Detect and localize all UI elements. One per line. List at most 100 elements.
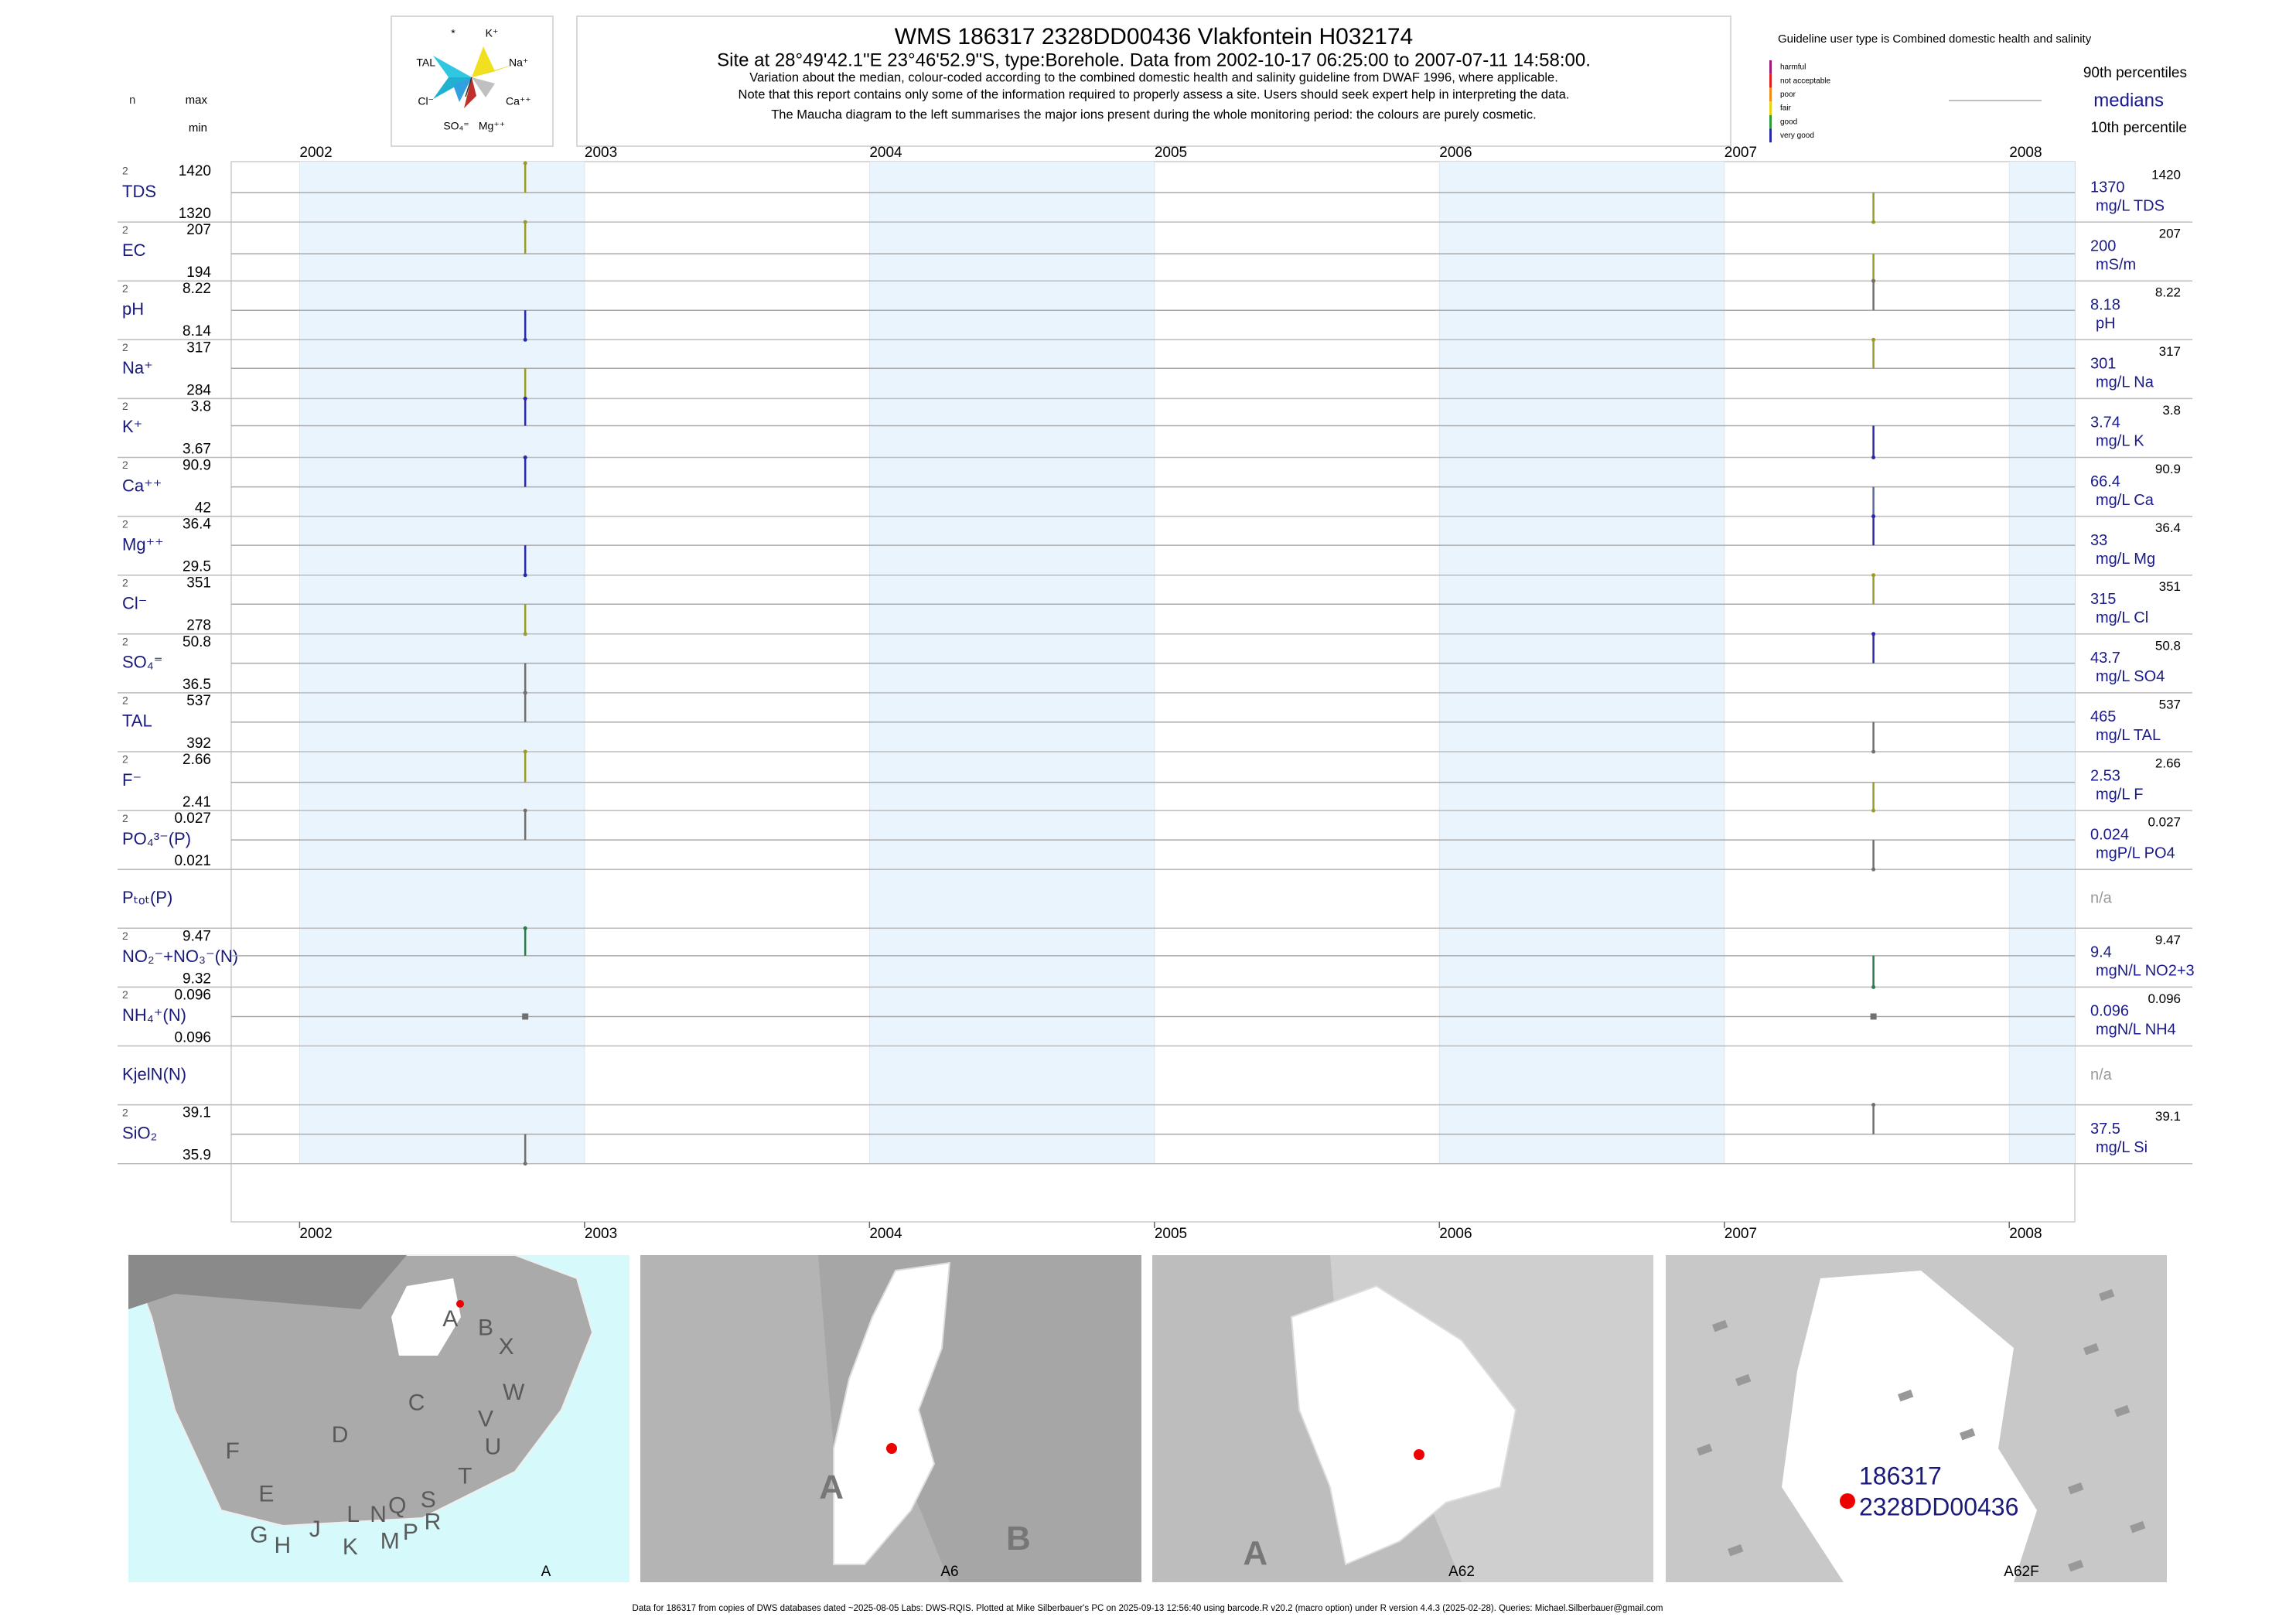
row-min: 194 bbox=[186, 264, 211, 281]
row-label: K⁺ bbox=[122, 417, 142, 436]
sample-end bbox=[523, 455, 527, 459]
map-letter: T bbox=[458, 1464, 472, 1489]
map-letter: A bbox=[442, 1306, 458, 1332]
row-max: 537 bbox=[186, 693, 211, 709]
sample-point bbox=[522, 1013, 529, 1020]
sample-end bbox=[1871, 337, 1876, 342]
row-unit: mg/L K bbox=[2096, 433, 2144, 450]
maucha-diagram bbox=[433, 46, 517, 108]
map-letter: X bbox=[499, 1334, 514, 1360]
legend-class: harmful bbox=[1780, 63, 1806, 72]
map-letter: W bbox=[503, 1380, 525, 1405]
row-max: 0.027 bbox=[174, 810, 211, 827]
row-unit: mgN/L NH4 bbox=[2096, 1022, 2176, 1039]
legend-swatch bbox=[1769, 128, 1772, 143]
column-max: max bbox=[186, 94, 208, 107]
row-max: 2.66 bbox=[183, 752, 211, 768]
row-min: 392 bbox=[186, 735, 211, 752]
row-n: 2 bbox=[122, 930, 128, 942]
row-label: EC bbox=[122, 241, 146, 260]
year-label-bottom: 2005 bbox=[1155, 1226, 1187, 1242]
site-marker bbox=[886, 1443, 897, 1454]
sample-end bbox=[523, 808, 527, 813]
row-median: 66.4 bbox=[2090, 473, 2120, 490]
row-max-right: 36.4 bbox=[2155, 520, 2181, 535]
row-max-right: 1420 bbox=[2151, 167, 2181, 182]
sample-end bbox=[523, 1162, 527, 1166]
sample-end bbox=[1871, 1103, 1876, 1107]
sample-end bbox=[1871, 514, 1876, 519]
legend-class: poor bbox=[1780, 90, 1796, 99]
map-caption: A62 bbox=[1448, 1564, 1475, 1580]
row-unit: mg/L Ca bbox=[2096, 492, 2154, 509]
building bbox=[2099, 1288, 2115, 1302]
row-max: 207 bbox=[186, 222, 211, 238]
sample-end bbox=[1871, 278, 1876, 283]
row-n: 2 bbox=[122, 694, 128, 707]
map-catchment bbox=[391, 1278, 461, 1356]
year-label-bottom: 2007 bbox=[1725, 1226, 1757, 1242]
row-min: 42 bbox=[195, 500, 211, 517]
map-letter: Q bbox=[388, 1493, 406, 1519]
row-min: 36.5 bbox=[183, 677, 211, 693]
map-letter: A bbox=[1243, 1534, 1267, 1572]
footer: Data for 186317 from copies of DWS datab… bbox=[633, 1604, 1663, 1613]
row-median: 43.7 bbox=[2090, 650, 2120, 667]
column-min: min bbox=[189, 121, 207, 135]
row-min: 2.41 bbox=[183, 794, 211, 810]
row-label: KjelN(N) bbox=[122, 1064, 186, 1083]
building bbox=[2130, 1520, 2146, 1534]
site-marker bbox=[1840, 1493, 1855, 1509]
map-letter: E bbox=[258, 1481, 274, 1506]
row-median: 0.024 bbox=[2090, 826, 2129, 843]
legend-swatch bbox=[1769, 73, 1772, 88]
map-letter: P bbox=[403, 1520, 418, 1545]
row-unit: mg/L Na bbox=[2096, 374, 2154, 391]
legend-swatch bbox=[1769, 87, 1772, 102]
row-max: 39.1 bbox=[183, 1105, 211, 1121]
row-min: 284 bbox=[186, 382, 211, 398]
row-max-right: 3.8 bbox=[2162, 403, 2181, 418]
map-letter: U bbox=[485, 1434, 502, 1459]
row-median: 33 bbox=[2090, 532, 2107, 549]
maucha-label: Cl⁻ bbox=[418, 95, 434, 107]
row-n: 2 bbox=[122, 459, 128, 471]
row-min: 29.5 bbox=[183, 559, 211, 575]
row-n: 2 bbox=[122, 753, 128, 766]
sample-end bbox=[523, 691, 527, 695]
year-label-bottom: 2006 bbox=[1439, 1226, 1472, 1242]
row-label: SiO₂ bbox=[122, 1123, 157, 1142]
map-caption: A6 bbox=[940, 1564, 958, 1580]
site-label: 2328DD00436 bbox=[1859, 1493, 2018, 1520]
row-max-right: 90.9 bbox=[2155, 462, 2181, 476]
map-letter: M bbox=[380, 1528, 400, 1554]
row-n: 2 bbox=[122, 165, 128, 177]
site-label: 186317 bbox=[1859, 1462, 1942, 1489]
row-n: 2 bbox=[122, 400, 128, 412]
note: Note that this report contains only some… bbox=[739, 87, 1570, 101]
row-max: 90.9 bbox=[183, 458, 211, 474]
row-median: 465 bbox=[2090, 708, 2116, 725]
sample-end bbox=[523, 632, 527, 636]
map-letter: B bbox=[1006, 1520, 1031, 1557]
row-median: 301 bbox=[2090, 356, 2116, 373]
row-max: 3.8 bbox=[191, 398, 211, 415]
building bbox=[1960, 1428, 1976, 1441]
row-max: 8.22 bbox=[183, 281, 211, 297]
row-n: 2 bbox=[122, 636, 128, 648]
row-unit: mS/m bbox=[2096, 256, 2136, 273]
row-min: 0.021 bbox=[174, 853, 211, 869]
row-unit: mg/L TAL bbox=[2096, 727, 2161, 744]
row-max-right: 2.66 bbox=[2155, 756, 2181, 770]
map-letter: A bbox=[819, 1468, 844, 1506]
building bbox=[2083, 1343, 2100, 1356]
row-n: 2 bbox=[122, 223, 128, 236]
map-letter: K bbox=[343, 1534, 358, 1560]
year-label-bottom: 2004 bbox=[869, 1226, 902, 1242]
row-max: 36.4 bbox=[183, 517, 211, 533]
building bbox=[1898, 1389, 1914, 1402]
building bbox=[1728, 1544, 1744, 1557]
row-label: NO₂⁻+NO₃⁻(N) bbox=[122, 947, 238, 966]
sample-end bbox=[1871, 455, 1876, 459]
